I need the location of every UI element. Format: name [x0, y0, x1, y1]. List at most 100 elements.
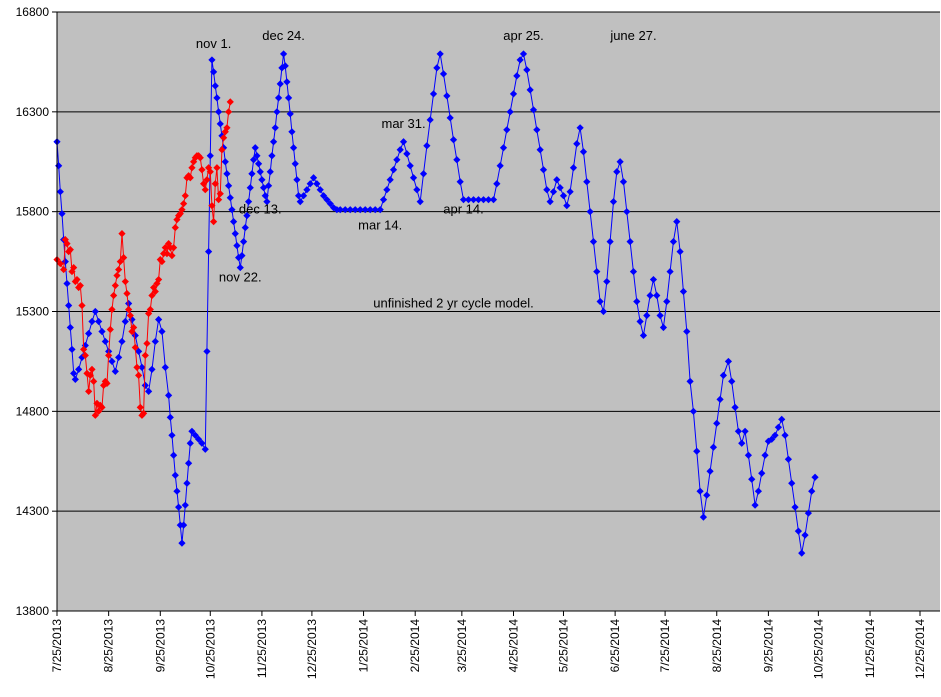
data-point: [206, 152, 214, 160]
data-point: [724, 357, 733, 366]
data-point: [91, 307, 99, 316]
x-tick-label: 12/25/2014: [913, 619, 927, 679]
data-point: [56, 259, 64, 268]
data-point: [175, 503, 183, 511]
data-point: [201, 445, 209, 453]
data-point: [116, 257, 124, 266]
data-point: [719, 371, 728, 379]
y-tick-label: 15800: [16, 205, 50, 219]
data-point: [811, 473, 819, 481]
data-point: [689, 407, 698, 415]
data-point: [519, 50, 528, 58]
data-point: [151, 337, 159, 346]
data-point: [276, 80, 284, 88]
data-point: [426, 116, 434, 124]
data-point: [261, 192, 269, 200]
data-point: [626, 238, 634, 246]
data-point: [215, 108, 223, 116]
data-point: [666, 267, 674, 276]
data-point: [556, 184, 564, 192]
data-point: [106, 325, 114, 334]
data-point: [239, 238, 248, 246]
data-point: [563, 202, 571, 210]
x-tick-label: 8/25/2014: [710, 619, 724, 673]
x-tick-label: 6/25/2014: [608, 619, 622, 673]
annotation-label: dec 13.: [239, 202, 282, 217]
data-point: [70, 263, 78, 272]
data-point: [643, 311, 651, 320]
data-point: [768, 435, 776, 443]
data-point: [319, 192, 328, 200]
x-tick-label: 5/25/2014: [556, 619, 570, 673]
data-point: [636, 317, 644, 326]
data-point: [238, 251, 246, 260]
data-point: [576, 124, 584, 132]
data-point: [443, 92, 451, 100]
data-point: [108, 305, 116, 314]
data-point: [791, 503, 799, 511]
data-point: [213, 164, 221, 172]
data-point: [533, 126, 541, 134]
data-point: [188, 164, 196, 172]
data-point: [68, 345, 76, 354]
series-layer: [53, 50, 819, 557]
data-point: [198, 166, 206, 174]
data-point: [549, 188, 558, 196]
data-point: [143, 339, 151, 348]
data-point: [161, 363, 169, 372]
annotations: nov 1. dec 24. apr 25. june 27. mar 31. dec 1…: [196, 28, 657, 311]
data-point: [251, 144, 259, 152]
data-point: [669, 238, 678, 246]
annotation-label: mar 31.: [381, 116, 425, 131]
data-point: [613, 168, 621, 176]
data-point: [208, 56, 216, 64]
data-point: [256, 168, 264, 176]
data-point: [416, 198, 424, 206]
data-point: [781, 431, 789, 439]
data-point: [264, 182, 273, 190]
data-point: [559, 192, 568, 200]
data-point: [131, 343, 139, 352]
annotation-label: unfinished 2 yr cycle model.: [373, 295, 533, 310]
data-point: [178, 539, 186, 547]
data-point: [60, 265, 68, 274]
data-point: [288, 128, 296, 136]
data-point: [469, 196, 478, 204]
x-tick-label: 2/25/2014: [408, 619, 422, 673]
data-point: [96, 401, 104, 409]
data-point: [101, 377, 109, 385]
data-point: [90, 377, 98, 385]
data-point: [403, 150, 411, 158]
series-1: [53, 50, 819, 557]
data-point: [135, 371, 143, 379]
data-point: [68, 267, 76, 276]
data-point: [141, 381, 149, 389]
data-point: [731, 403, 739, 411]
data-point: [165, 391, 173, 399]
data-point: [63, 240, 71, 248]
data-point: [215, 196, 223, 204]
data-point: [191, 431, 199, 439]
data-point: [223, 124, 231, 132]
y-tick-label: 14300: [16, 504, 50, 518]
data-point: [185, 459, 193, 467]
data-point: [148, 365, 156, 374]
data-point: [506, 108, 514, 116]
annotation-label: dec 24.: [262, 28, 305, 43]
annotation-label: apr 25.: [503, 28, 543, 43]
data-point: [111, 367, 119, 375]
data-point: [679, 287, 688, 296]
data-point: [155, 275, 163, 284]
data-point: [728, 377, 736, 385]
annotation-label: apr 14.: [443, 202, 483, 217]
data-point: [56, 188, 64, 196]
data-point: [738, 439, 746, 447]
data-point: [804, 509, 812, 517]
data-point: [171, 224, 179, 232]
data-point: [205, 248, 213, 256]
data-point: [233, 242, 241, 250]
data-point: [771, 431, 779, 439]
data-point: [536, 146, 544, 154]
data-point: [153, 279, 161, 288]
data-point: [213, 94, 221, 102]
